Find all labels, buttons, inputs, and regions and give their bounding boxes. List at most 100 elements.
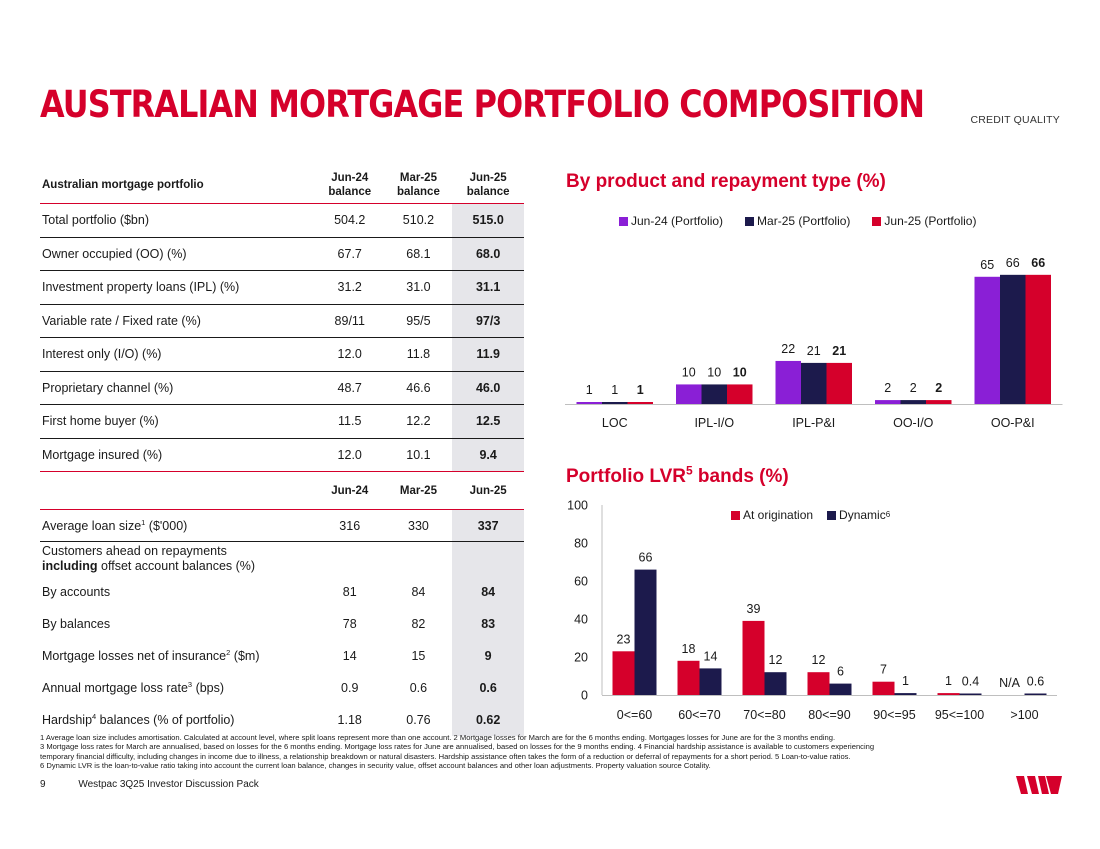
bar [926,400,952,404]
bar [699,668,722,695]
data-label: 10 [733,365,747,379]
header-jun25: Jun-25 balance [466,171,510,198]
x-tick-label: IPL-I/O [694,416,734,430]
logo-stroke [1038,776,1049,794]
data-label: 10 [707,365,721,379]
chart1-legend: Jun-24 (Portfolio) Mar-25 (Portfolio) Ju… [619,214,976,228]
y-tick-label: 80 [574,537,588,551]
bar [875,400,901,404]
header2-jun24: Jun-24 [331,484,369,497]
data-label: 21 [807,344,821,358]
logo-stroke [1027,776,1039,794]
avg-loan-label: Average loan size [42,518,142,533]
header2-jun25: Jun-25 [469,484,507,497]
data-label: 12 [812,653,826,667]
chart2-title: Portfolio LVR5 bands (%) [566,463,789,487]
legend-swatch [872,216,882,226]
bar [807,672,830,695]
x-tick-label: OO-P&I [991,416,1035,430]
bar [701,384,727,404]
data-label: 6 [837,665,844,679]
data-label: 2 [884,381,891,395]
table-header-row: Australian mortgage portfolio Jun-24 bal… [40,166,524,204]
bar [775,360,801,404]
bar [894,693,917,695]
legend-swatch [731,510,740,520]
table-row: Average loan size1 ($'000) 316 330 337 [40,510,524,542]
legend-swatch [827,510,837,520]
bar [677,660,700,695]
y-tick-label: 0 [581,689,588,703]
x-tick-label: OO-I/O [893,416,934,430]
data-label: 2 [935,381,942,395]
table2-header-row: Jun-24 Mar-25 Jun-25 [40,472,524,510]
legend-swatch [745,216,755,226]
ahead-label: Customers ahead on repayments [42,544,227,558]
data-label: 10 [682,365,696,379]
data-label: 1 [586,383,593,397]
bar [1000,274,1026,404]
bar [727,384,753,404]
bar [872,681,895,695]
bar [612,651,635,695]
data-label: 2 [910,381,917,395]
legend-item: At origination [731,508,813,522]
section-label: CREDIT QUALITY [970,114,1060,126]
logo-stroke [1046,776,1062,794]
y-tick-label: 20 [574,651,588,665]
footer: 9 Westpac 3Q25 Investor Discussion Pack [40,779,259,790]
table-row: Annual mortgage loss rate3 (bps) 0.9 0.6 0.… [40,672,524,704]
data-label: 1 [945,674,952,688]
x-tick-label: 90<=95 [873,708,915,722]
data-label: 65 [980,258,994,272]
legend-item: Jun-25 (Portfolio) [872,214,976,228]
bar [1025,274,1051,404]
header-label: Australian mortgage portfolio [42,178,204,191]
x-tick-label: 60<=70 [678,708,720,722]
bar [627,402,653,404]
table-row: Variable rate / Fixed rate (%) 89/11 95/5 9… [40,304,524,338]
bar [576,402,602,404]
header-jun24: Jun-24 balance [328,171,372,198]
data-label: 21 [832,344,846,358]
bar [937,693,960,695]
data-label: 1 [637,383,644,397]
data-label: 1 [611,383,618,397]
bar [900,400,926,404]
header-mar25: Mar-25 balance [397,171,440,198]
table-row: By accounts 81 84 84 [40,576,524,608]
data-label: 14 [704,649,718,663]
bar [974,276,1000,404]
legend-swatch [619,216,628,226]
table-row: Investment property loans (IPL) (%) 31.2 3… [40,271,524,305]
bar [801,362,827,404]
table-row: Mortgage insured (%) 12.0 10.1 9.4 [40,438,524,472]
bar [829,683,852,695]
bar [764,672,787,695]
bar [1024,693,1047,695]
x-tick-label: 70<=80 [743,708,785,722]
y-tick-label: 60 [574,575,588,589]
table-row: Proprietary channel (%) 48.7 46.6 46.0 [40,371,524,405]
page-title: AUSTRALIAN MORTGAGE PORTFOLIO COMPOSITIO… [40,83,925,126]
data-label: 1 [902,674,909,688]
table-row: Total portfolio ($bn) 504.2 510.2 515.0 [40,204,524,238]
portfolio-table: Australian mortgage portfolio Jun-24 bal… [40,166,524,736]
legend-item: Jun-24 (Portfolio) [619,214,723,228]
data-label: 0.4 [962,675,979,689]
bar [602,402,628,404]
footer-text: Westpac 3Q25 Investor Discussion Pack [78,779,259,790]
x-tick-label: 95<=100 [935,708,984,722]
header2-mar25: Mar-25 [399,484,437,497]
bar [676,384,702,404]
bar [742,620,765,695]
table-row: Interest only (I/O) (%) 12.0 11.8 11.9 [40,338,524,372]
westpac-logo [1016,776,1062,794]
footnotes: 1 Average loan size includes amortisatio… [40,733,875,770]
bar [634,569,657,695]
data-label: 22 [781,342,795,356]
page-number: 9 [40,779,46,790]
x-tick-label: LOC [602,416,628,430]
logo-stroke [1016,776,1028,794]
